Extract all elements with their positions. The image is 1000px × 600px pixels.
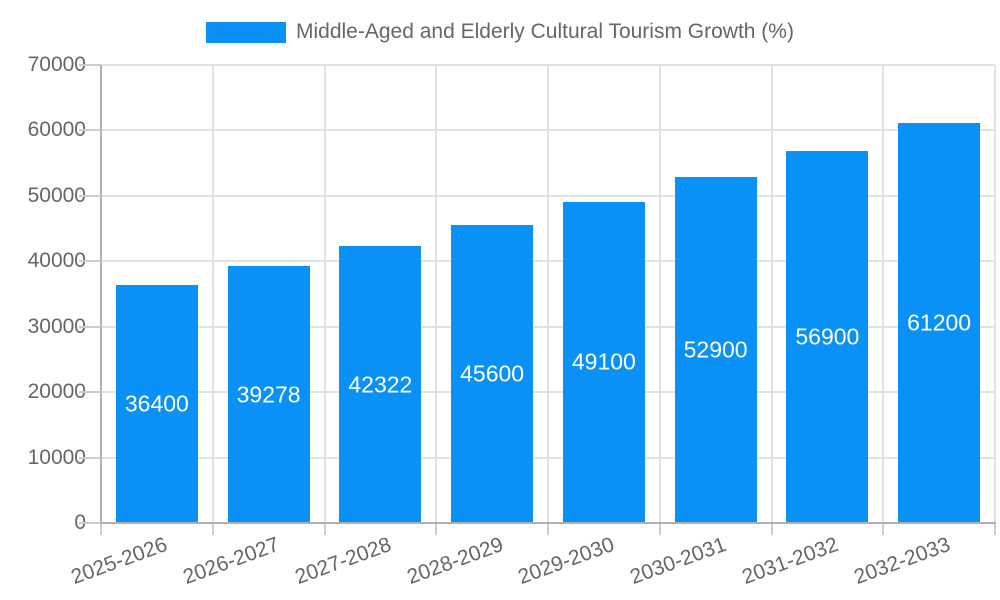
bar[interactable]: 56900 [786,150,869,523]
y-tick-label: 30000 [27,314,86,338]
x-axis-line [79,522,996,524]
bar[interactable]: 49100 [562,201,645,523]
y-tick [79,64,101,66]
y-tick-label: 60000 [27,118,86,142]
x-tick-label: 2032-2033 [850,533,953,589]
bar-value-label: 42322 [348,371,413,398]
y-axis-line [100,65,102,535]
legend-label: Middle-Aged and Elderly Cultural Tourism… [296,20,794,43]
x-tick-label: 2028-2029 [403,533,506,589]
legend[interactable]: Middle-Aged and Elderly Cultural Tourism… [0,20,1000,44]
y-tick-label: 40000 [27,249,86,273]
x-tick [435,524,438,535]
x-tick [882,524,885,535]
x-tick-label: 2026-2027 [180,533,283,589]
bar[interactable]: 45600 [451,224,534,523]
bar-value-label: 49100 [571,348,636,375]
plot-area: 36400 39278 42322 45600 49100 52900 56900 61200 [101,64,996,523]
x-gridline [882,65,885,523]
bar[interactable]: 52900 [674,176,757,523]
x-tick [770,524,773,535]
legend-color-swatch [206,21,286,43]
y-tick [79,260,101,263]
x-gridline [658,65,661,523]
bar[interactable]: 36400 [115,284,198,523]
y-tick [79,522,101,524]
bar[interactable]: 39278 [227,266,310,523]
y-tick-label: 20000 [27,380,86,404]
bar-value-label: 56900 [795,323,860,350]
y-tick [79,456,101,459]
y-tick-label: 10000 [27,445,86,469]
bar[interactable]: 61200 [898,122,981,523]
x-tick-label: 2027-2028 [291,533,395,589]
y-tick [79,391,101,394]
bar-value-label: 39278 [236,381,301,407]
x-tick [994,524,996,535]
bar[interactable]: 42322 [339,246,422,523]
x-gridline [547,65,549,523]
x-tick-label: 2025-2026 [68,533,171,589]
bar-value-label: 36400 [124,390,189,417]
x-tick [211,524,214,535]
y-tick-label: 50000 [27,183,86,207]
x-gridline [994,65,996,523]
x-tick [323,524,326,535]
x-gridline [435,65,438,523]
bar-value-label: 45600 [460,360,525,387]
y-tick [79,129,101,132]
x-tick [658,524,661,535]
bar-value-label: 52900 [683,336,748,363]
x-tick [547,524,549,535]
x-tick-label: 2030-2031 [627,533,730,589]
x-tick-label: 2029-2030 [515,533,618,589]
bar-value-label: 61200 [907,309,972,336]
x-gridline [211,65,214,523]
x-tick-label: 2031-2032 [738,533,842,589]
x-gridline [770,65,773,523]
y-tick-label: 70000 [27,53,86,76]
x-gridline [323,65,326,523]
y-tick [79,325,101,328]
x-tick [100,524,102,535]
y-tick [79,194,101,197]
